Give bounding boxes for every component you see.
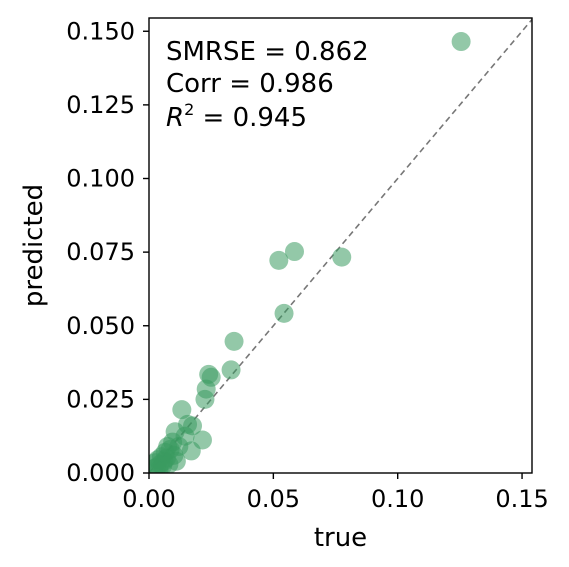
data-point: [284, 242, 304, 262]
stats-annotation: SMRSE = 0.862 Corr = 0.986 R2 = 0.945: [166, 37, 369, 133]
data-point: [274, 303, 294, 323]
x-tick-label: 0.10: [371, 485, 424, 513]
y-tick-label: 0.075: [66, 238, 135, 266]
data-point: [195, 389, 215, 409]
smrse-stat: SMRSE = 0.862: [166, 37, 369, 67]
x-tick-label: 0.15: [495, 485, 548, 513]
y-tick-label: 0.050: [66, 312, 135, 340]
y-tick-label: 0.000: [66, 459, 135, 487]
y-tick-label: 0.100: [66, 165, 135, 193]
plot-frame: [148, 17, 533, 474]
y-tick-label: 0.150: [66, 17, 135, 45]
x-tick-label: 0.00: [122, 485, 175, 513]
scatter-points: [149, 32, 471, 473]
data-point: [332, 247, 352, 267]
data-point: [172, 400, 192, 420]
y-axis-label: predicted: [19, 184, 49, 307]
corr-stat: Corr = 0.986: [166, 69, 334, 99]
data-point: [221, 360, 241, 380]
r2-stat: R2 = 0.945: [166, 100, 307, 133]
data-point: [451, 32, 471, 52]
r2-value: = 0.945: [194, 103, 307, 133]
data-point: [153, 456, 173, 473]
y-tick-label: 0.125: [66, 91, 135, 119]
r2-exponent: 2: [184, 100, 194, 119]
data-point: [269, 250, 289, 270]
y-tick-label: 0.025: [66, 385, 135, 413]
x-axis-ticks: 0.00 0.05 0.10 0.15: [122, 473, 549, 513]
x-axis-label: true: [314, 523, 367, 553]
r2-symbol: R: [166, 103, 184, 133]
y-axis-ticks: 0.000 0.025 0.050 0.075 0.100 0.125 0.150: [66, 17, 149, 487]
x-tick-label: 0.05: [247, 485, 300, 513]
identity-reference-line: [149, 18, 532, 473]
data-point: [224, 331, 244, 351]
data-point: [199, 364, 219, 384]
